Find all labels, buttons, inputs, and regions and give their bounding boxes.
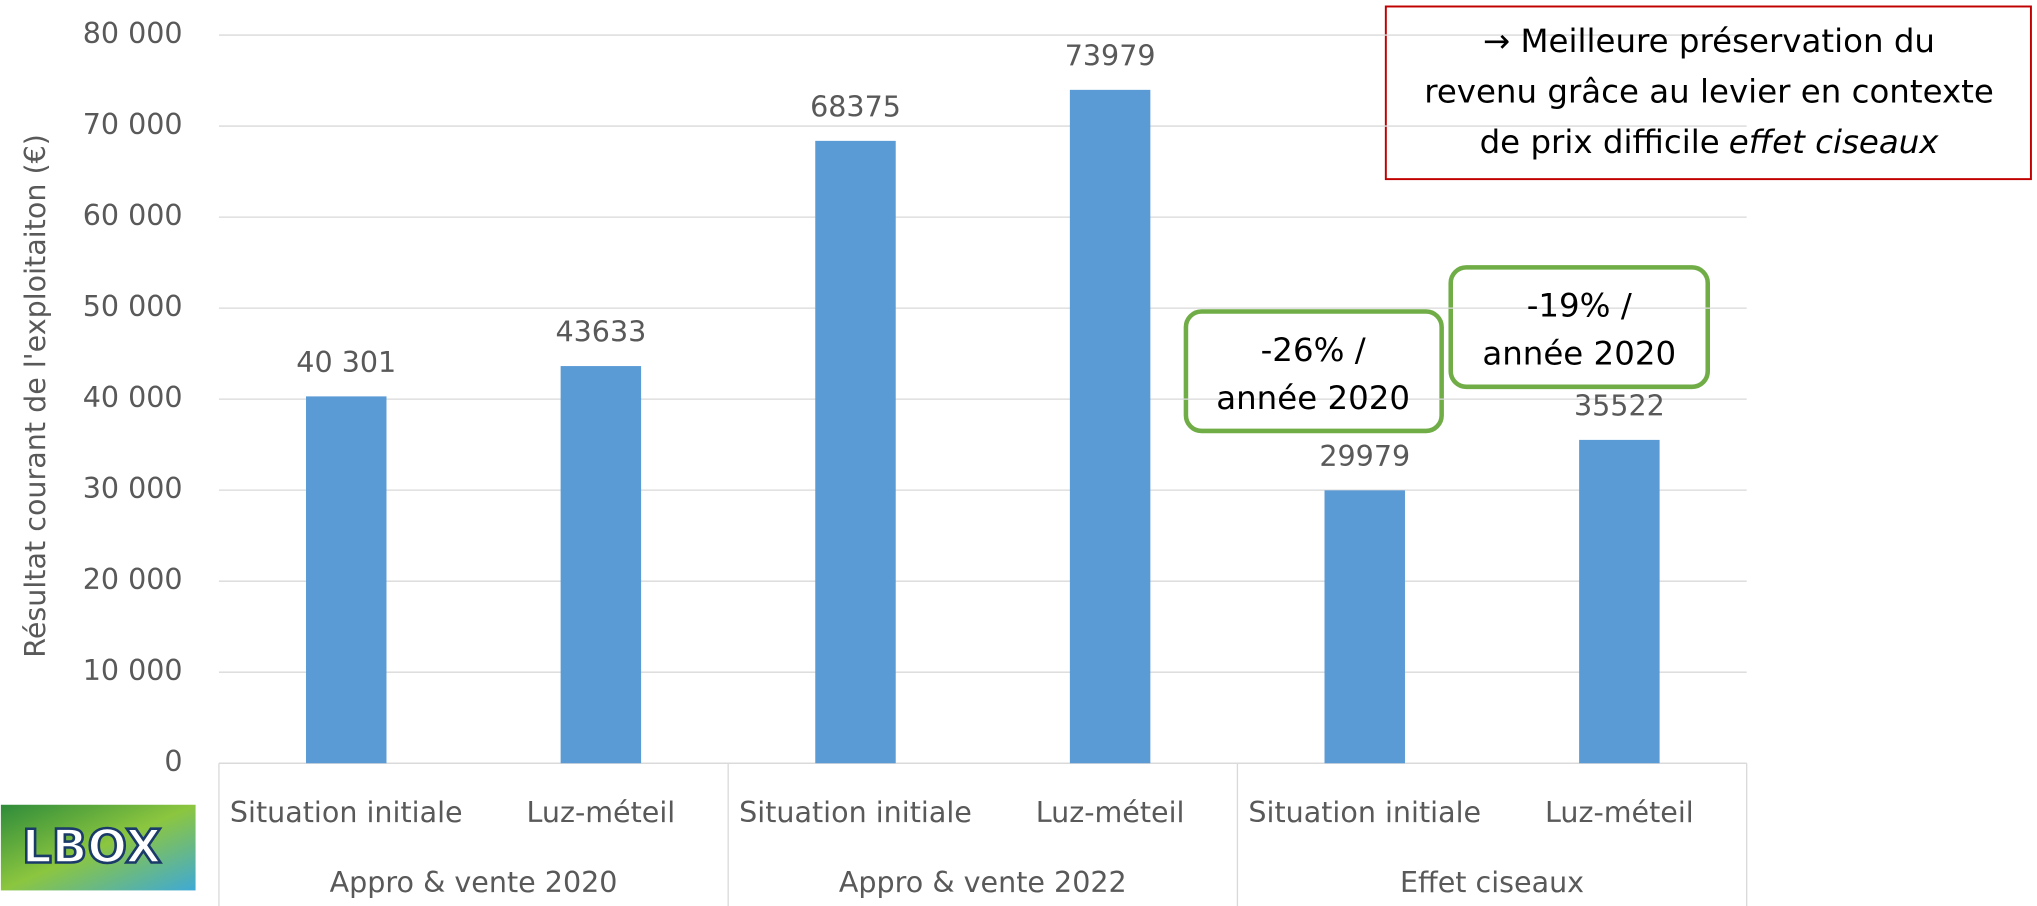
value-label: 43633	[555, 315, 646, 349]
y-tick-label: 30 000	[83, 471, 183, 505]
y-tick-label: 60 000	[83, 198, 183, 232]
group-label: Appro & vente 2022	[839, 865, 1127, 899]
bar	[815, 140, 896, 764]
y-tick-label: 20 000	[83, 562, 183, 596]
x-tick-label: Luz-méteil	[526, 795, 675, 829]
x-tick-label: Luz-méteil	[1545, 795, 1694, 829]
value-label: 73979	[1065, 38, 1156, 72]
logo-text: LBOX	[22, 821, 161, 875]
x-tick-label: Situation initiale	[1248, 795, 1481, 829]
y-tick-label: 10 000	[83, 653, 183, 687]
value-label: 29979	[1319, 439, 1410, 473]
bar	[1069, 89, 1151, 764]
callout-text: année 2020	[1216, 379, 1410, 417]
note-line: revenu grâce au levier en contexte	[1424, 72, 1994, 110]
note-emphasis: effet ciseaux	[1729, 123, 1939, 161]
callout-box	[1448, 265, 1711, 390]
y-tick-label: 80 000	[83, 16, 183, 50]
bar	[1579, 439, 1660, 764]
y-tick-label: 40 000	[83, 380, 183, 414]
note-text: de prix difficile effet ciseaux	[1480, 123, 1940, 161]
y-tick-label: 0	[164, 744, 182, 778]
y-tick-label: 70 000	[83, 107, 183, 141]
bar	[560, 366, 642, 764]
note-text: revenu grâce au levier en contexte	[1424, 72, 1994, 110]
group-label: Effet ciseaux	[1400, 865, 1584, 899]
bar	[1324, 490, 1405, 764]
bar	[306, 396, 387, 764]
callout-text: -19% /	[1527, 287, 1632, 325]
x-tick-label: Situation initiale	[739, 795, 972, 829]
note-text: → Meilleure préservation du	[1483, 22, 1935, 60]
x-tick-label: Luz-méteil	[1036, 795, 1185, 829]
group-label: Appro & vente 2020	[330, 865, 618, 899]
logo-background	[0, 804, 196, 891]
value-label: 35522	[1574, 388, 1665, 422]
note-line: de prix difficile	[1480, 123, 1720, 161]
callout-box	[1183, 309, 1444, 434]
note-line: → Meilleure préservation du	[1483, 22, 1935, 60]
y-tick-label: 50 000	[83, 289, 183, 323]
x-tick-label: Situation initiale	[230, 795, 463, 829]
callout-text: année 2020	[1482, 335, 1676, 373]
callout-text: -26% /	[1261, 331, 1366, 369]
value-label: 40 301	[296, 345, 396, 379]
value-label: 68375	[810, 89, 901, 123]
y-axis-label: Résultat courant de l'exploitaiton (€)	[18, 134, 52, 658]
